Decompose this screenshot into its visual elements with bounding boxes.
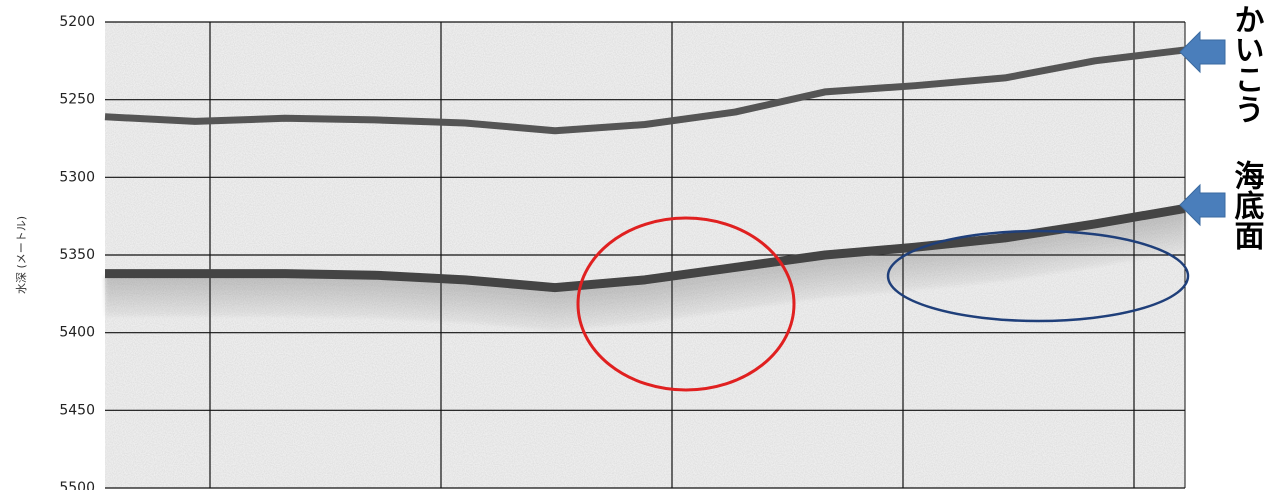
y-tick-label: 5200 bbox=[59, 14, 95, 30]
arrow bbox=[1180, 185, 1225, 225]
annotation: かいこう bbox=[1229, 4, 1264, 124]
annotation: 海底面 bbox=[1229, 160, 1265, 250]
chart: 水深 (メートル) かいこう 海底面 5200 5250 5300 5350 5400 5… bbox=[0, 0, 1280, 490]
y-tick-label: 5350 bbox=[59, 247, 95, 263]
y-tick-label: 5450 bbox=[59, 402, 95, 418]
y-tick-label: 5500 bbox=[59, 480, 95, 490]
page: {"chart_data": {"type": "profile", "y_la… bbox=[0, 0, 1280, 490]
y-tick-label: 5400 bbox=[59, 325, 95, 341]
y-axis-label: 水深 (メートル) bbox=[15, 216, 28, 294]
arrow bbox=[1180, 32, 1225, 72]
y-tick-label: 5300 bbox=[59, 169, 95, 185]
y-tick-label: 5250 bbox=[59, 92, 95, 108]
